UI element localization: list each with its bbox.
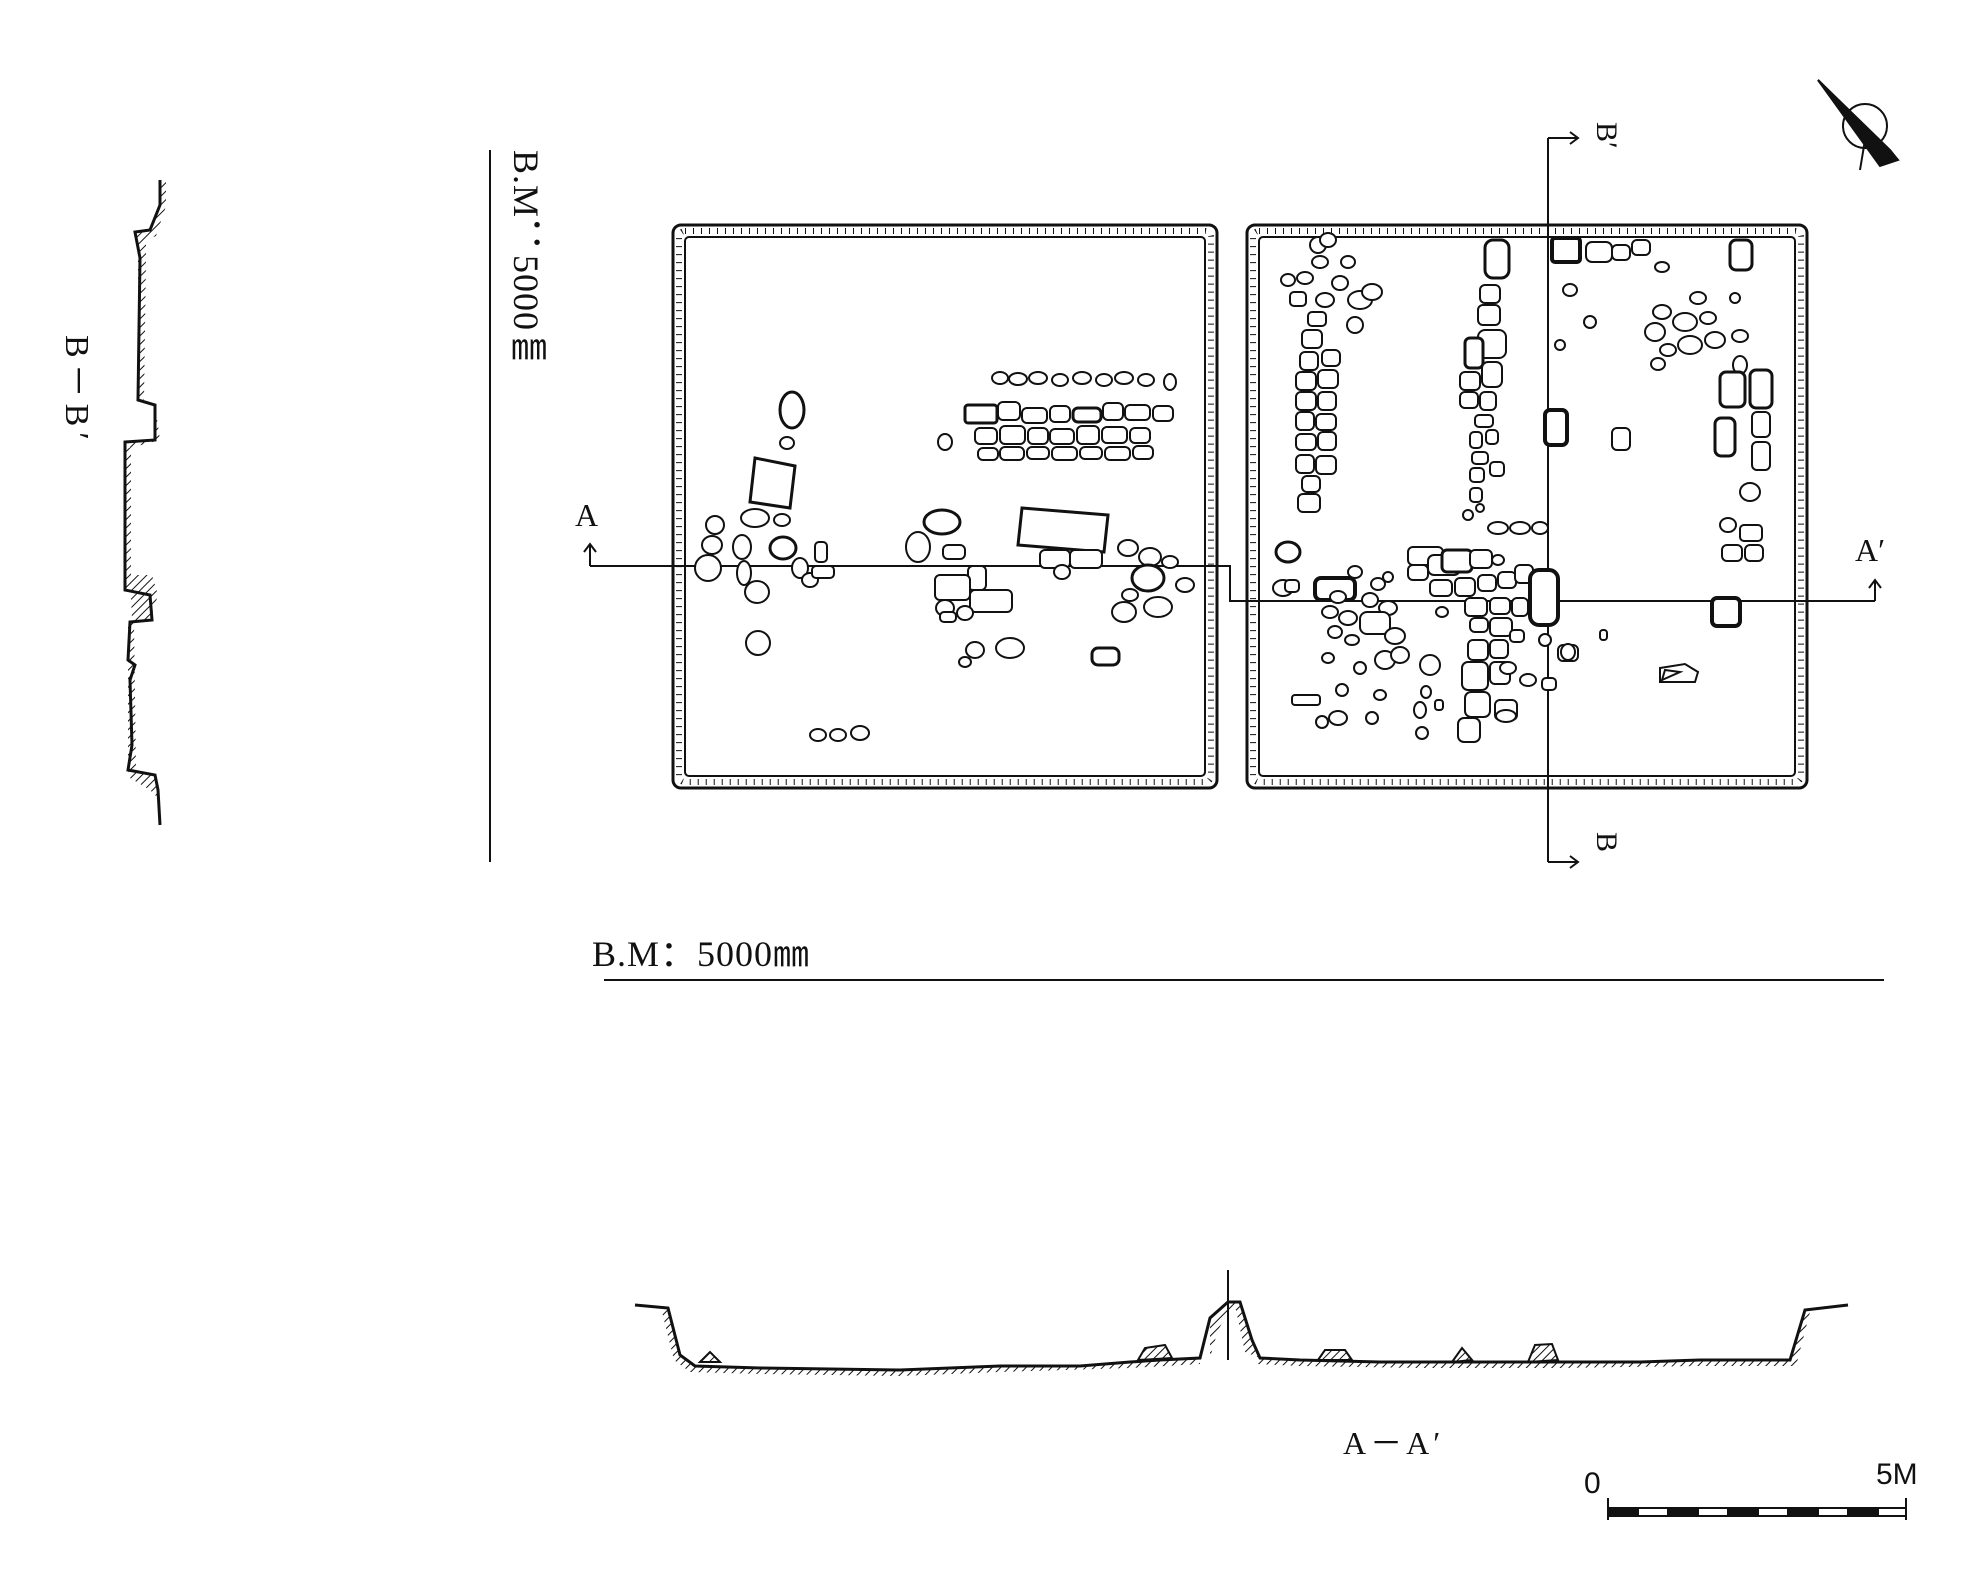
section-aa-hatching [662, 1302, 1810, 1376]
section-bb-title: B－B′ [58, 335, 95, 446]
section-line-b [1547, 131, 1580, 869]
stones-pit-2 [1272, 232, 1774, 743]
scale-bar [1607, 1498, 1907, 1520]
section-aa-title: A－A′ [1343, 1425, 1445, 1461]
benchmark-label-horizontal: B.M：5000㎜ [592, 934, 811, 974]
section-a-end-label: A′ [1855, 532, 1886, 568]
pit-2-outline [1245, 223, 1809, 790]
section-b-start-label: B [1590, 832, 1623, 853]
scale-zero-label: 0 [1584, 1467, 1601, 1500]
north-arrow-icon [1817, 79, 1900, 171]
section-a-start-label: A [575, 497, 599, 533]
stones-pit-1 [694, 371, 1195, 742]
section-b-end-label: B′ [1590, 122, 1623, 149]
scale-max-label: 5M [1876, 1458, 1918, 1491]
section-bb-hatching [125, 180, 166, 800]
benchmark-label-vertical: B.M：5000㎜ [506, 150, 546, 369]
pit-1-outline [671, 223, 1219, 790]
